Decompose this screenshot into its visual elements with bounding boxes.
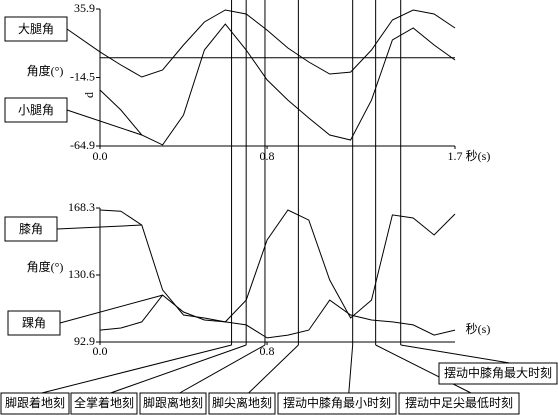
event-leader: [248, 344, 299, 394]
event-box: [70, 392, 138, 415]
event-label: 全掌着地刻: [74, 395, 134, 410]
event-label: 摆动中膝角最小时刻: [283, 395, 391, 410]
event-box: [139, 392, 207, 415]
callout-leader: [66, 28, 101, 53]
callout-leader: [66, 109, 142, 136]
x-axis-label: 秒(s): [466, 322, 491, 336]
legend-label: 小腿角: [18, 103, 54, 117]
series-line: [99, 294, 456, 339]
event-box: [208, 392, 276, 415]
event-leader: [348, 344, 354, 394]
event-box: [0, 392, 70, 415]
x-tick-label: 0.0: [93, 149, 108, 163]
y-tick-label: 92.9: [74, 334, 95, 348]
event-box: [398, 392, 520, 415]
x-tick-label: 0.8: [260, 149, 275, 163]
y-axis-label: 角度(°): [27, 63, 64, 78]
y-tick-label: -14.5: [70, 69, 95, 83]
event-box: [438, 362, 558, 385]
event-leader: [179, 344, 266, 394]
y-tick-label: 35.9: [74, 1, 95, 15]
callout-box: [4, 216, 58, 242]
y-tick-label: 168.3: [68, 200, 95, 214]
event-leader: [375, 344, 472, 394]
series-line: [99, 209, 456, 323]
event-leader: [110, 344, 247, 394]
x-tick-label: 0.0: [93, 344, 108, 358]
callout-box: [4, 97, 68, 123]
series-line: [99, 23, 456, 146]
event-leader: [400, 344, 510, 364]
x-tick-label: 1.7: [448, 149, 463, 163]
event-label: 脚跟着地刻: [5, 395, 65, 410]
y-axis-label: 角度(°): [27, 259, 64, 274]
legend-label: 大腿角: [18, 22, 54, 36]
y-axis-letter: d: [82, 92, 96, 98]
event-label: 脚跟离地刻: [143, 395, 203, 410]
legend-label: 踝角: [22, 316, 46, 330]
event-leader: [41, 344, 232, 394]
callout-leader: [56, 224, 142, 230]
event-label: 摆动中足尖最低时刻: [405, 395, 513, 410]
event-label: 脚尖离地刻: [212, 395, 272, 410]
x-tick-label: 0.8: [260, 344, 275, 358]
y-tick-label: -64.9: [70, 138, 95, 152]
legend-label: 膝角: [19, 222, 43, 236]
y-tick-label: 130.6: [68, 267, 95, 281]
callout-box: [4, 16, 68, 42]
x-axis-label: 秒(s): [466, 149, 491, 163]
event-box: [277, 392, 397, 415]
callout-leader: [59, 294, 163, 324]
event-label: 摆动中膝角最大时刻: [444, 365, 552, 380]
series-line: [99, 9, 456, 78]
callout-box: [7, 310, 61, 336]
